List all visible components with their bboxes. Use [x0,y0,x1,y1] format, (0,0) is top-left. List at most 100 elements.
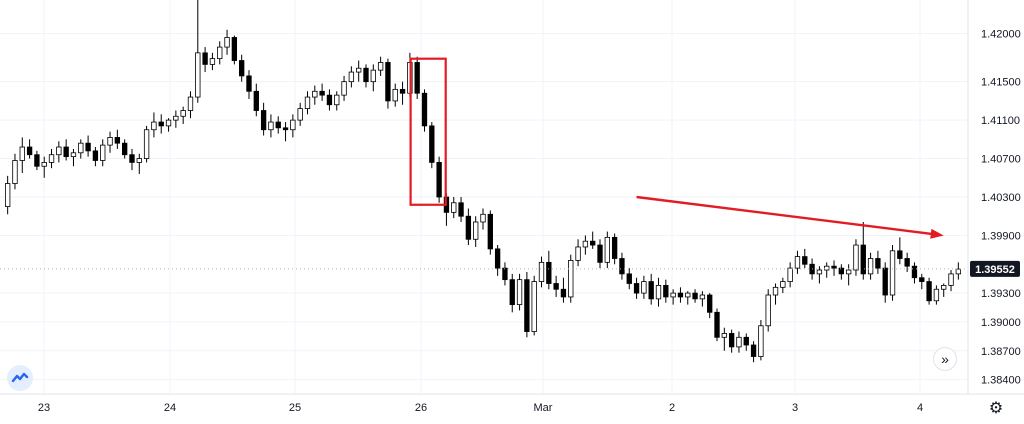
candle-body [173,115,179,121]
candle [538,256,545,288]
candle [348,66,355,88]
candle-body [794,256,801,269]
candle-body [70,152,77,158]
candle-body [509,279,515,306]
candle [575,239,581,267]
candle [758,320,764,361]
candle-body [275,121,281,129]
candle-body [151,121,157,131]
candle-body [655,285,662,300]
candle [487,210,493,255]
x-tick-label: 24 [164,402,176,414]
candle-body [560,288,567,298]
candle-body [955,268,962,275]
candle [677,287,684,303]
candle-body [553,283,559,290]
candle-body [524,279,530,332]
highlight-rectangle[interactable] [409,57,447,206]
candle [633,277,640,299]
candle [356,60,362,82]
candle-body [611,236,618,259]
candle [882,262,888,303]
candle-body [582,240,589,248]
candle [421,89,428,132]
candle [670,289,676,305]
candle-body [692,292,698,300]
candle [121,139,128,159]
candle-body [699,294,706,300]
candle [341,75,347,101]
candle [904,252,910,272]
candle-body [845,269,852,275]
candle [480,208,486,230]
price-axis[interactable]: 1.42000 1.41500 1.41100 1.40700 1.40300 1.399… [981,29,1021,387]
candle-body [641,281,647,294]
candle [85,135,91,157]
candle [889,245,896,301]
candle-body [231,37,238,61]
candle-body [92,150,99,161]
scroll-to-realtime-button[interactable]: » [933,347,957,371]
y-tick-label: 1.39900 [981,230,1021,242]
candle-body [414,62,420,94]
candle-body [853,244,859,271]
candle-body [838,267,845,275]
candle [707,293,713,319]
time-axis[interactable]: 23 24 25 26 Mar 2 3 4 [38,402,923,414]
candle-body [268,121,274,131]
candle [165,118,172,132]
candle-body [202,52,208,65]
candle-body [882,267,888,296]
candle-body [590,240,596,246]
candle-body [685,292,691,298]
candle [63,139,69,161]
candle-body [4,183,11,208]
candle-body [670,292,676,298]
candle-body [948,273,954,286]
candle [392,83,398,107]
candle [641,275,647,299]
candle-body [546,261,552,284]
trend-arrow-line[interactable] [636,195,936,236]
candle-body [867,258,874,275]
candle-body [714,311,720,338]
x-tick-label: 4 [917,402,923,414]
candle [816,266,823,284]
candle-body [136,158,142,163]
candle-body [458,202,464,217]
candle [224,29,230,55]
candle-body [597,244,603,263]
settings-gear-icon[interactable]: ⚙ [988,400,1004,417]
candle [721,327,727,351]
candles-layer [4,0,962,363]
candle [282,122,289,142]
candle-body [129,154,135,163]
tradingview-logo-icon[interactable] [7,365,33,391]
candle-body [341,81,347,96]
candle [597,239,603,269]
y-tick-label: 1.40300 [981,192,1021,204]
candle [502,262,508,286]
candle [948,270,954,292]
candle-body [224,37,230,48]
candle-body [816,269,823,275]
candle [180,106,186,124]
candle [253,83,259,117]
candle-body [933,288,940,302]
candle-body [297,108,303,121]
candle [911,262,918,284]
candle-body [531,281,537,332]
candle-body [824,265,830,271]
candle [787,262,793,288]
candle-body [63,146,69,158]
candle [304,91,311,115]
candle [41,156,47,178]
grid-layer [0,0,968,394]
candle [143,125,150,163]
candle [465,208,472,246]
candle [48,148,55,169]
candle [897,237,903,265]
candle-body [12,160,18,184]
candle [516,273,523,311]
y-tick-label: 1.42000 [981,29,1021,41]
